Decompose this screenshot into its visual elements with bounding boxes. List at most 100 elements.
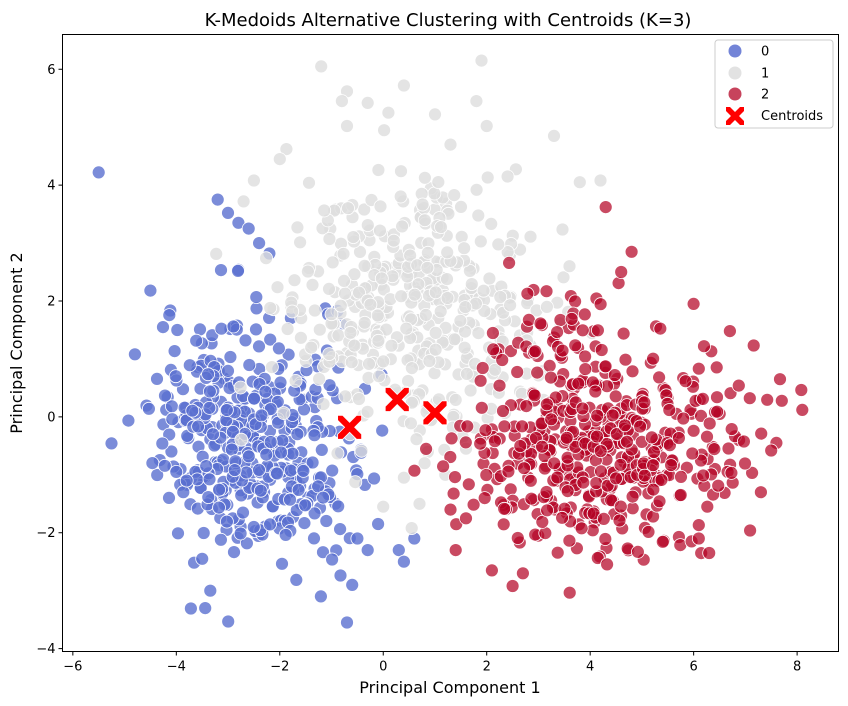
data-point <box>259 251 274 266</box>
data-point <box>476 283 491 298</box>
data-point <box>550 545 565 560</box>
data-point <box>185 403 200 418</box>
data-point <box>300 264 315 279</box>
x-axis: −6 −4 −2 0 2 4 6 8 <box>63 651 801 675</box>
data-point <box>539 485 554 499</box>
data-point <box>340 615 354 630</box>
data-point <box>91 165 106 180</box>
data-point <box>484 563 499 578</box>
data-point <box>473 234 488 249</box>
data-point <box>145 456 160 471</box>
data-point <box>333 298 348 313</box>
data-point <box>604 493 619 508</box>
data-point <box>241 221 256 236</box>
data-point <box>459 366 474 381</box>
y-tick-label: −4 <box>36 642 55 657</box>
data-point <box>501 464 516 479</box>
data-point <box>754 485 768 500</box>
data-point <box>598 532 613 546</box>
data-point <box>263 517 277 532</box>
data-point <box>641 525 656 539</box>
data-point <box>469 182 484 197</box>
data-point <box>307 303 322 318</box>
data-point <box>386 233 401 248</box>
data-point <box>253 483 268 498</box>
data-point <box>330 446 345 461</box>
data-point <box>474 53 489 68</box>
data-point <box>485 326 500 340</box>
data-point <box>738 456 752 471</box>
data-point <box>360 543 375 557</box>
data-point <box>280 322 295 336</box>
data-point <box>195 551 210 566</box>
data-point <box>182 358 197 373</box>
y-axis-title: Principal Component 2 <box>7 252 26 433</box>
data-point <box>346 230 361 245</box>
data-point <box>270 280 285 295</box>
data-point <box>607 368 622 383</box>
data-point <box>440 291 455 305</box>
data-point <box>343 325 358 340</box>
data-point <box>374 271 389 286</box>
legend-marker-1 <box>728 66 742 80</box>
data-point <box>283 492 297 507</box>
data-point <box>212 500 226 515</box>
data-point <box>404 361 419 376</box>
data-point <box>613 457 628 472</box>
data-point <box>412 496 427 511</box>
data-point <box>319 514 334 528</box>
data-point <box>297 516 312 530</box>
data-point <box>707 442 722 457</box>
data-point <box>510 365 525 379</box>
data-point <box>234 432 249 447</box>
data-point <box>270 466 284 481</box>
legend-marker-centroids <box>726 107 744 125</box>
data-point <box>709 360 724 375</box>
legend-label-centroids: Centroids <box>761 109 823 124</box>
data-point <box>562 585 577 600</box>
data-point <box>528 344 543 359</box>
data-point <box>594 343 609 357</box>
data-point <box>401 374 416 388</box>
data-point <box>391 543 406 557</box>
data-point <box>290 220 305 235</box>
data-point <box>239 536 254 551</box>
x-tick-label: 8 <box>793 660 801 675</box>
data-point <box>575 323 590 338</box>
data-point <box>183 601 198 616</box>
data-point <box>663 438 677 453</box>
data-point <box>448 543 463 557</box>
data-point <box>577 307 592 322</box>
data-point <box>373 199 388 214</box>
data-point <box>433 304 448 319</box>
data-point <box>171 526 185 541</box>
data-point <box>169 464 184 479</box>
data-point <box>340 119 354 133</box>
data-point <box>254 408 269 423</box>
data-point <box>466 497 481 512</box>
x-tick-label: −2 <box>270 660 289 675</box>
data-point <box>652 494 667 509</box>
data-point <box>562 533 577 548</box>
data-point <box>517 461 531 476</box>
data-point <box>162 308 177 323</box>
data-point <box>233 526 248 541</box>
data-point <box>474 400 489 415</box>
data-point <box>127 347 142 362</box>
data-point <box>495 353 510 367</box>
data-point <box>304 340 319 355</box>
data-point <box>448 392 463 407</box>
series-1 <box>209 53 608 535</box>
data-point <box>578 349 592 364</box>
data-point <box>407 287 422 302</box>
data-point <box>794 383 809 397</box>
data-point <box>598 359 613 374</box>
data-point <box>317 203 332 218</box>
data-point <box>731 378 746 393</box>
data-point <box>475 361 490 375</box>
series-2 <box>407 200 810 600</box>
legend-label-0: 0 <box>761 45 769 60</box>
data-point <box>164 444 179 459</box>
data-point <box>591 323 605 338</box>
data-point <box>691 361 706 376</box>
